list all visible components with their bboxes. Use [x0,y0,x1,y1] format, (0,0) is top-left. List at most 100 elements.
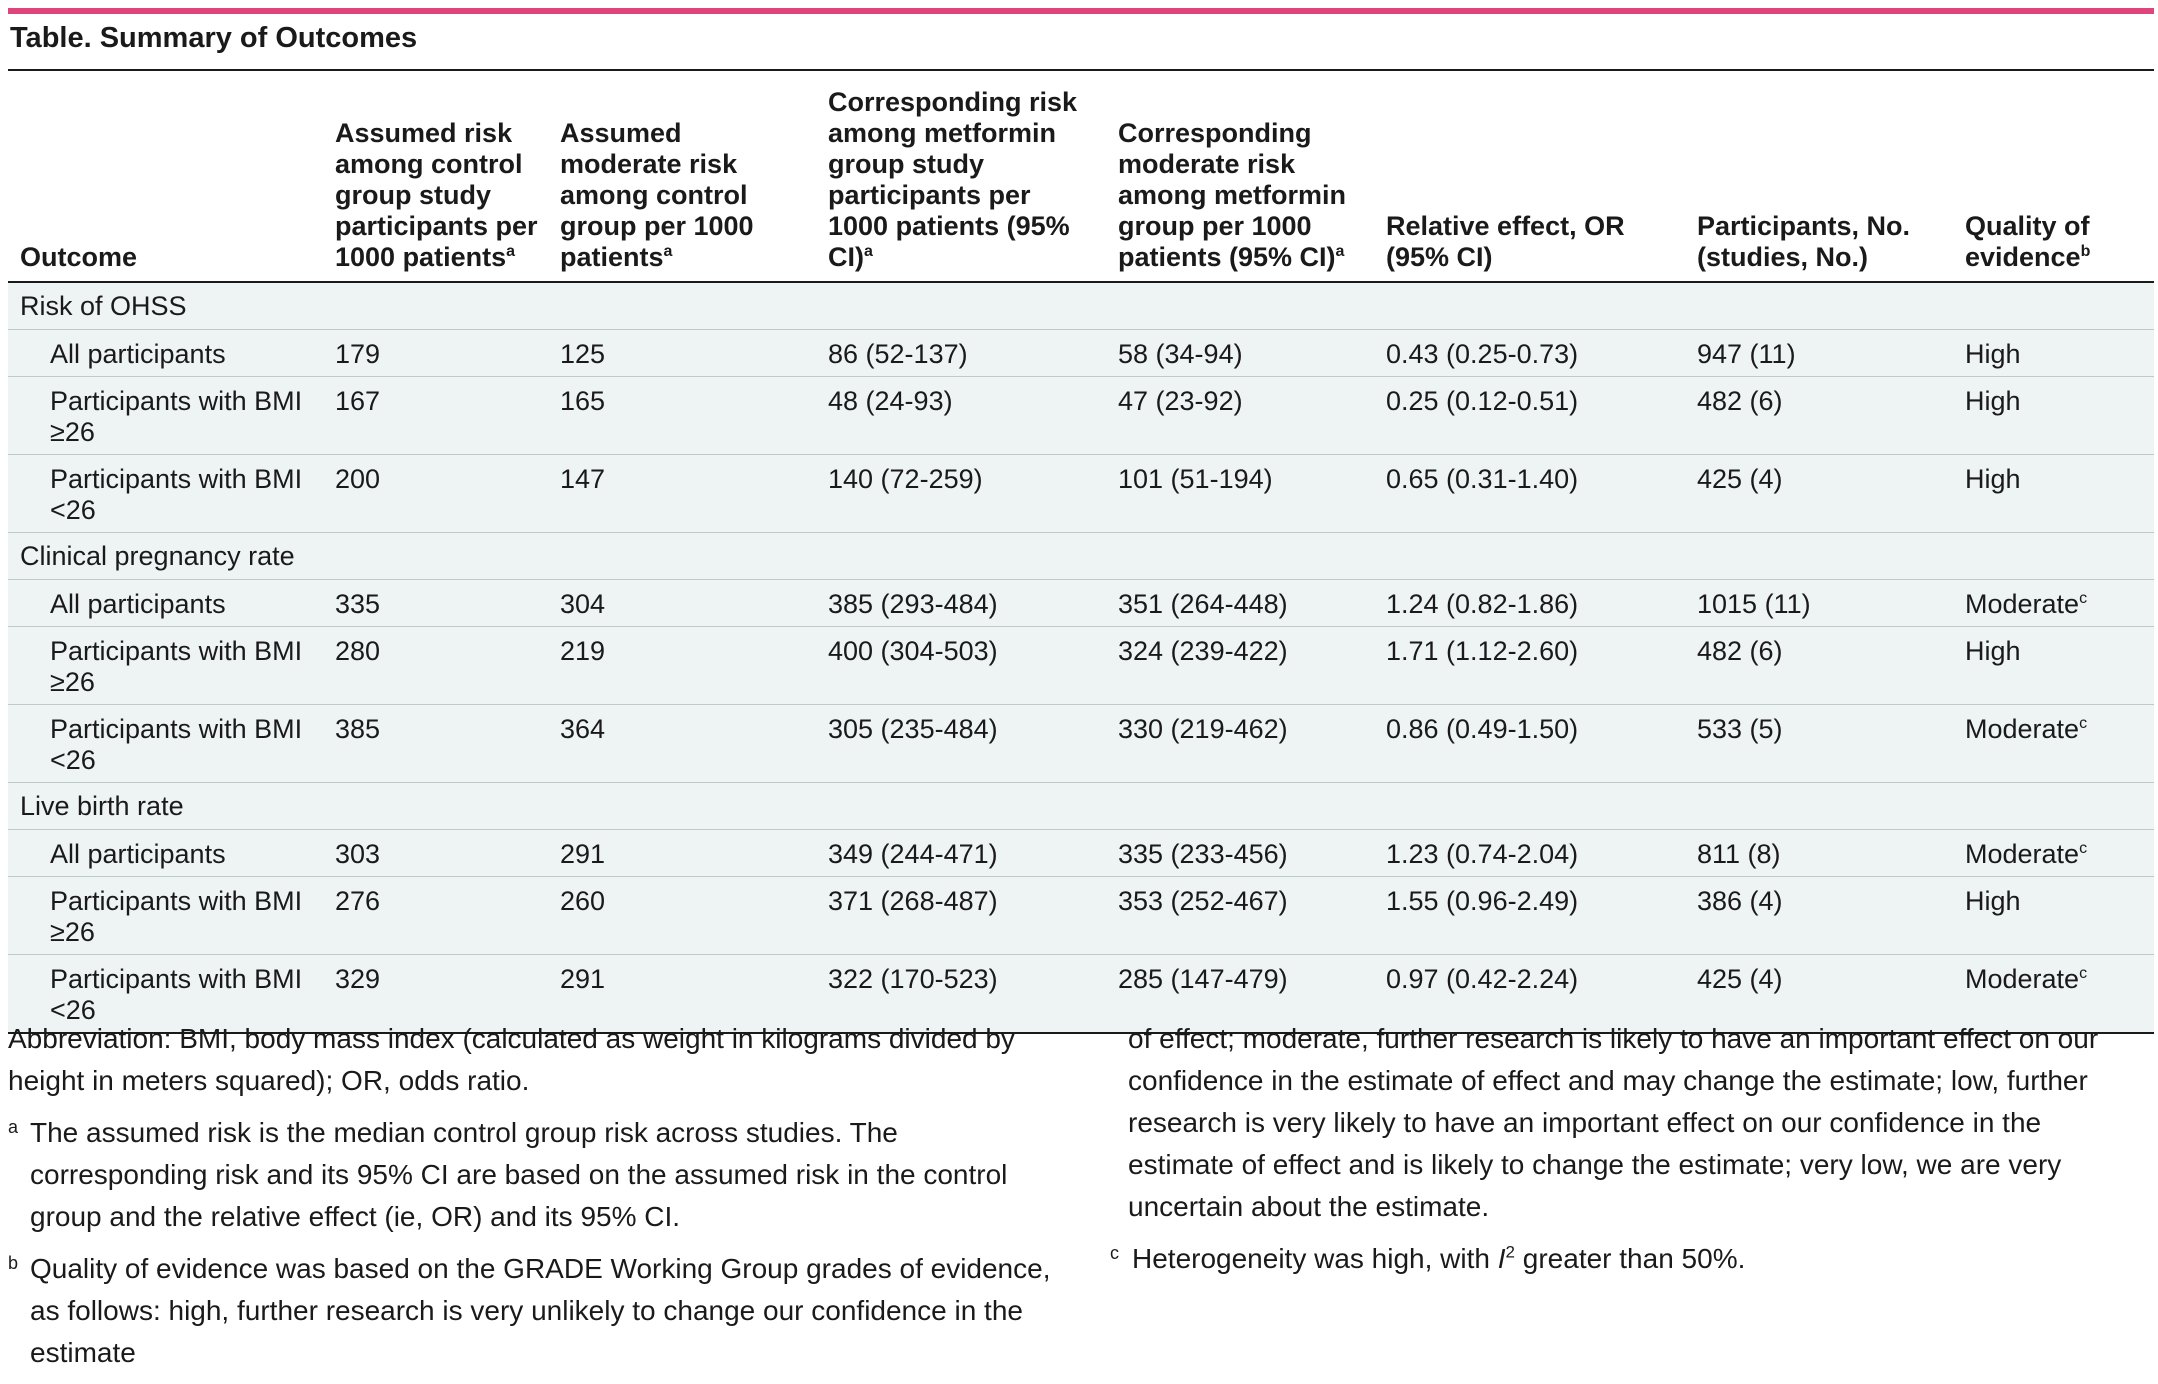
table-cell: 0.43 (0.25-0.73) [1374,329,1685,377]
column-header-footnote-mark: a [864,243,873,260]
cell-text: Participants with BMI ≥26 [50,886,303,947]
column-header-label: Relative effect, OR (95% CI) [1386,211,1625,272]
row-label-cell: Participants with BMI ≥26 [8,626,323,705]
column-header-footnote-mark: a [506,243,515,260]
cell-text: 140 (72-259) [828,464,983,494]
cell-text: 335 (233-456) [1118,839,1288,869]
cell-text: 330 (219-462) [1118,714,1288,744]
table-cell: 1.24 (0.82-1.86) [1374,579,1685,627]
cell-text: Participants with BMI ≥26 [50,636,303,697]
table-cell: 353 (252-467) [1106,876,1374,955]
column-header-label: Assumed risk among control group study p… [335,118,538,272]
footnote-a-text: The assumed risk is the median control g… [30,1117,1008,1232]
cell-text: 304 [560,589,606,619]
table-cell: 303 [323,829,548,877]
outcomes-table: Outcome Assumed risk among control group … [8,71,2154,1034]
table-cell: 482 (6) [1685,626,1953,705]
column-header-7: Quality of evidenceb [1953,71,2154,283]
cell-text: 86 (52-137) [828,339,968,369]
section-label: Live birth rate [8,782,2154,830]
footnote-c-i-sup: 2 [1505,1242,1515,1262]
column-header-5: Relative effect, OR (95% CI) [1374,71,1685,283]
row-label-cell: Participants with BMI ≥26 [8,876,323,955]
abbreviation-note: Abbreviation: BMI, body mass index (calc… [8,1023,1015,1096]
cell-text: 276 [335,886,381,916]
cell-text: 0.86 (0.49-1.50) [1386,714,1579,744]
cell-text: 303 [335,839,381,869]
table-cell: 276 [323,876,548,955]
quality-footnote-mark: c [2079,965,2088,982]
cell-text: All participants [50,589,226,619]
table-row: Participants with BMI <26 329 291 322 (170-… [8,954,2154,1034]
table-cell: 101 (51-194) [1106,454,1374,533]
cell-text: All participants [50,839,226,869]
table-cell: 386 (4) [1685,876,1953,955]
cell-text: 0.43 (0.25-0.73) [1386,339,1579,369]
table-row: Participants with BMI <26 200 147 140 (72-2… [8,454,2154,533]
column-header-label: Quality of evidence [1965,211,2090,272]
cell-text: 335 [335,589,381,619]
column-header-footnote-mark: a [663,243,673,260]
cell-text: High [1965,464,2021,494]
table-cell: 167 [323,376,548,455]
cell-text: 125 [560,339,606,369]
table-cell: 324 (239-422) [1106,626,1374,705]
cell-text: 353 (252-467) [1118,886,1288,916]
table-cell: 0.65 (0.31-1.40) [1374,454,1685,533]
table-notes-right: of effect; moderate, further research is… [1110,1018,2154,1290]
table-cell: 364 [548,704,816,783]
table-cell: 0.86 (0.49-1.50) [1374,704,1685,783]
table-row: All participants 179 125 86 (52-137) 58 (34-… [8,329,2154,377]
cell-text: 386 (4) [1697,886,1783,916]
table-cell: 351 (264-448) [1106,579,1374,627]
table-cell: 811 (8) [1685,829,1953,877]
row-label-cell: All participants [8,579,323,627]
table-cell: 305 (235-484) [816,704,1106,783]
table-cell: High [1953,626,2154,705]
footnote-c-i-letter: I [1497,1243,1506,1274]
quality-footnote-mark: c [2079,590,2088,607]
table-cell: 280 [323,626,548,705]
column-header-6: Participants, No. (studies, No.) [1685,71,1953,283]
cell-text: 1.71 (1.12-2.60) [1386,636,1579,666]
cell-text: Moderate [1965,714,2080,744]
row-label-cell: Participants with BMI ≥26 [8,376,323,455]
accent-top-rule [8,8,2154,14]
footnote-c-mark: c [1110,1243,1119,1263]
table-row: All participants 303 291 349 (244-471) 335 (… [8,829,2154,877]
cell-text: 385 [335,714,381,744]
cell-text: 533 (5) [1697,714,1783,744]
table-row: All participants 335 304 385 (293-484) 351 (… [8,579,2154,627]
cell-text: 947 (11) [1697,339,1796,369]
cell-text: Moderate [1965,589,2080,619]
table-row: Participants with BMI ≥26 167 165 48 (24-93… [8,376,2154,455]
table-cell: 385 [323,704,548,783]
cell-text: 58 (34-94) [1118,339,1243,369]
table-cell: High [1953,454,2154,533]
table-cell: 533 (5) [1685,704,1953,783]
column-header-label: Assumed moderate risk among control grou… [560,118,754,272]
table-cell: 1015 (11) [1685,579,1953,627]
column-header-4: Corresponding moderate risk among metfor… [1106,71,1374,283]
footnote-c-text-before: Heterogeneity was high, with [1132,1243,1498,1274]
cell-text: High [1965,386,2021,416]
footnote-b-text: Quality of evidence was based on the GRA… [30,1253,1051,1368]
footnote-a: a The assumed risk is the median control … [8,1112,1068,1238]
cell-text: 364 [560,714,606,744]
cell-text: 385 (293-484) [828,589,998,619]
cell-text: 285 (147-479) [1118,964,1288,994]
cell-text: 400 (304-503) [828,636,998,666]
cell-text: 482 (6) [1697,386,1783,416]
cell-text: 167 [335,386,381,416]
cell-text: 291 [560,964,606,994]
table-cell: 349 (244-471) [816,829,1106,877]
table-cell: Moderatec [1953,704,2154,783]
cell-text: 147 [560,464,606,494]
table-cell: 86 (52-137) [816,329,1106,377]
title-divider [8,69,2154,71]
cell-text: 200 [335,464,381,494]
table-cell: 291 [548,954,816,1034]
table-cell: 47 (23-92) [1106,376,1374,455]
table-cell: 335 [323,579,548,627]
cell-text: 0.65 (0.31-1.40) [1386,464,1579,494]
